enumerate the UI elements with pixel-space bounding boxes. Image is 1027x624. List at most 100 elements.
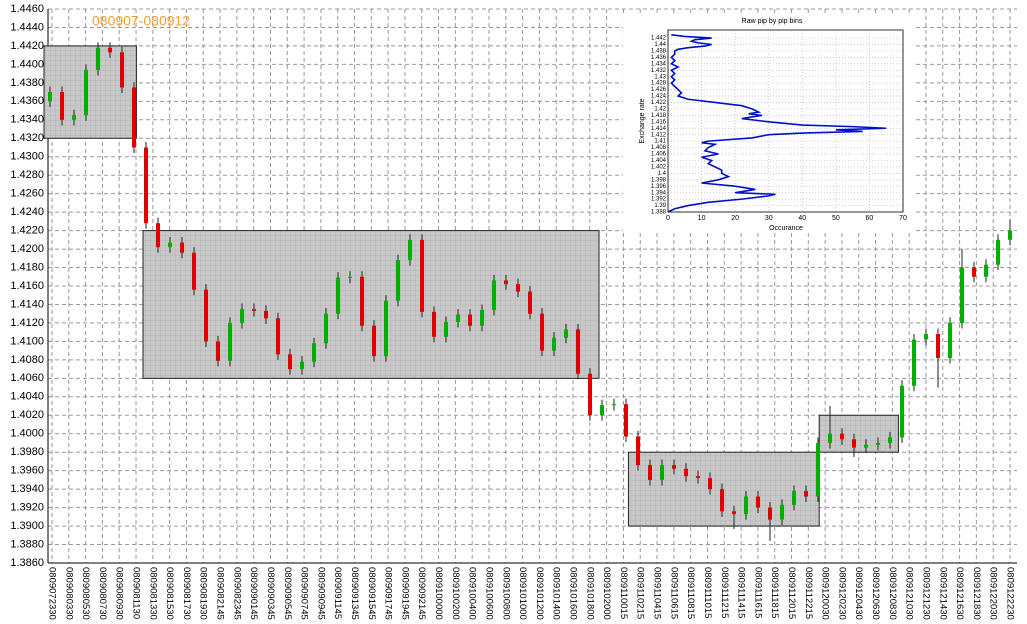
candle-body xyxy=(384,300,388,357)
candle-body xyxy=(936,334,940,359)
candle-body xyxy=(216,341,220,361)
candle-body xyxy=(168,242,172,248)
y-tick-label: 1.4040 xyxy=(10,391,44,403)
x-tick-label: 0809110015 xyxy=(618,567,629,619)
candle-body xyxy=(588,373,592,416)
inset-y-tick-label: 1.44 xyxy=(654,42,666,48)
inset-y-tick-label: 1.41 xyxy=(654,139,666,145)
candle-body xyxy=(804,490,808,497)
candle-body xyxy=(324,313,328,344)
y-tick-label: 1.4120 xyxy=(10,317,44,329)
y-tick-label: 1.3980 xyxy=(10,446,44,458)
x-tick-label: 0809100000 xyxy=(433,567,444,620)
candle-body xyxy=(60,92,64,120)
inset-x-tick-label: 10 xyxy=(698,215,706,222)
x-tick-label: 0809120230 xyxy=(836,567,847,620)
x-tick-label: 0809121830 xyxy=(971,567,982,620)
inset-y-tick-label: 1.442 xyxy=(651,36,667,42)
x-tick-label: 0809110215 xyxy=(635,567,646,619)
inset-y-tick-label: 1.42 xyxy=(654,106,666,112)
candle-body xyxy=(228,322,232,361)
candle-body xyxy=(276,318,280,355)
candle-body xyxy=(708,478,712,490)
candle-body xyxy=(336,277,340,314)
candle-body xyxy=(888,437,892,443)
candle-body xyxy=(348,276,352,278)
candle-body xyxy=(912,339,916,386)
candle-body xyxy=(204,289,208,342)
y-tick-label: 1.4380 xyxy=(10,77,44,89)
y-tick-label: 1.4240 xyxy=(10,206,44,218)
candle-body xyxy=(612,404,616,406)
range-box xyxy=(43,45,137,139)
candle-body xyxy=(432,311,436,337)
candle-body xyxy=(468,314,472,326)
y-tick-label: 1.4140 xyxy=(10,298,44,310)
candle-body xyxy=(696,476,700,479)
y-tick-label: 1.4440 xyxy=(10,21,44,33)
inset-frame xyxy=(667,29,904,213)
x-tick-label: 0809081930 xyxy=(198,567,209,620)
candle-body xyxy=(288,354,292,370)
candle-body xyxy=(864,444,868,448)
y-tick-label: 1.4260 xyxy=(10,188,44,200)
x-tick-label: 0809121630 xyxy=(954,567,965,620)
x-tick-label: 0809121030 xyxy=(904,567,915,620)
x-tick-label: 0809091345 xyxy=(349,567,360,620)
y-tick-label: 1.4060 xyxy=(10,372,44,384)
candle-body xyxy=(396,260,400,301)
x-tick-label: 0809110815 xyxy=(685,567,696,619)
candle-body xyxy=(744,496,748,515)
candle-body xyxy=(660,465,664,480)
inset-x-tick-label: 70 xyxy=(899,215,907,222)
y-tick-label: 1.3860 xyxy=(10,557,44,569)
candle-body xyxy=(996,239,1000,265)
candle-body xyxy=(792,490,796,505)
candle-body xyxy=(360,276,364,326)
candle-body xyxy=(144,147,148,224)
inset-y-tick-label: 1.408 xyxy=(651,145,667,151)
candle-body xyxy=(948,322,952,359)
x-tick-label: 0809081130 xyxy=(131,567,142,619)
y-tick-label: 1.4180 xyxy=(10,261,44,273)
inset-y-tick-label: 1.438 xyxy=(651,49,667,55)
x-tick-label: 0809120030 xyxy=(820,567,831,620)
x-tick-label: 0809101800 xyxy=(584,567,595,620)
x-tick-label: 0809090545 xyxy=(282,567,293,620)
inset-line xyxy=(667,34,887,213)
y-tick-label: 1.3920 xyxy=(10,502,44,514)
inset-x-tick-label: 50 xyxy=(832,215,840,222)
x-tick-label: 0809100600 xyxy=(483,567,494,620)
y-tick-label: 1.4200 xyxy=(10,243,44,255)
candle-body xyxy=(72,115,76,120)
candle-body xyxy=(648,465,652,480)
inset-y-tick-label: 1.436 xyxy=(651,55,667,61)
candle-body xyxy=(444,322,448,337)
x-tick-label: 0809111215 xyxy=(719,567,730,618)
candle-body xyxy=(672,465,676,469)
x-tick-label: 0809082145 xyxy=(215,567,226,620)
candle-body xyxy=(732,511,736,515)
candle-body xyxy=(120,52,124,88)
inset-y-tick-label: 1.422 xyxy=(651,100,667,106)
y-tick-label: 1.4020 xyxy=(10,409,44,421)
candle-body xyxy=(108,47,112,53)
candle-body xyxy=(840,433,844,440)
inset-y-label: Exchange rate xyxy=(639,98,646,143)
x-tick-label: 0809110615 xyxy=(668,567,679,619)
x-tick-label: 0809080530 xyxy=(80,567,91,620)
candle-body xyxy=(180,242,184,253)
x-tick-label: 0809101400 xyxy=(551,567,562,620)
candle-body xyxy=(816,442,820,497)
x-tick-label: 0809111415 xyxy=(736,567,747,618)
candle-body xyxy=(84,69,88,116)
chart-title: 080907-080912 xyxy=(92,13,190,29)
x-tick-label: 0809081730 xyxy=(181,567,192,620)
x-tick-label: 0809100400 xyxy=(467,567,478,620)
y-tick-label: 1.3880 xyxy=(10,538,44,550)
candle-body xyxy=(504,280,508,285)
x-tick-label: 0809101000 xyxy=(517,567,528,620)
candle-body xyxy=(624,404,628,437)
inset-y-tick-label: 1.432 xyxy=(651,68,667,74)
